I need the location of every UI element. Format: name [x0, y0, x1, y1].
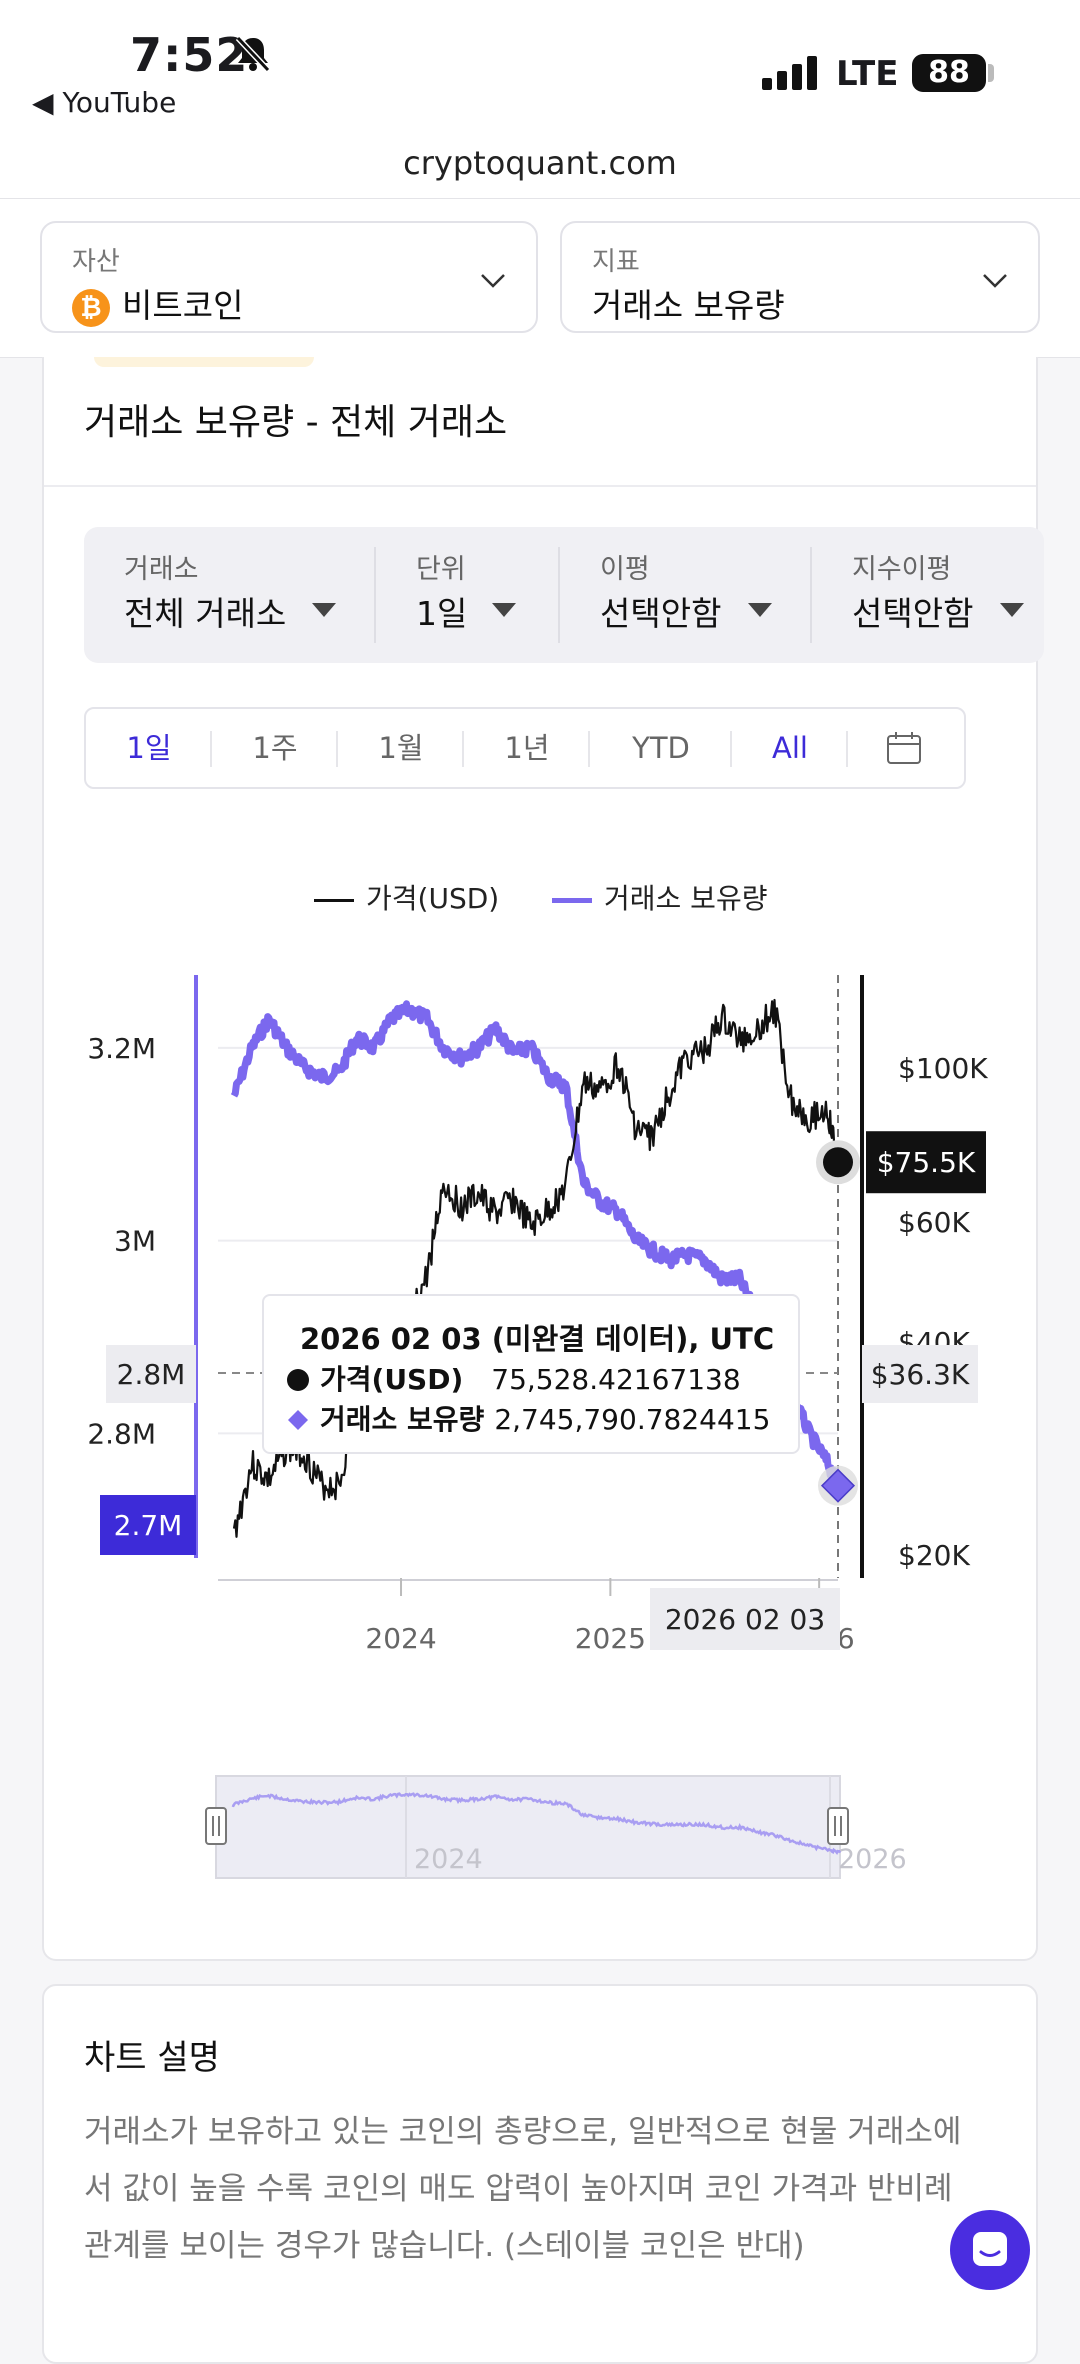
- divider: [44, 485, 1036, 487]
- legend-item-price[interactable]: 가격(USD): [314, 877, 499, 917]
- selector-bar: 자산 ₿ 비트코인 지표 거래소 보유량: [0, 199, 1080, 358]
- address-bar[interactable]: [0, 140, 1080, 199]
- filter-label: 단위: [416, 554, 466, 585]
- range-divider: [210, 731, 212, 767]
- filter-label: 이평: [600, 554, 650, 585]
- description-title: 차트 설명: [84, 2038, 220, 2078]
- metric-select-label: 지표: [592, 247, 640, 277]
- filter-divider: [558, 547, 560, 643]
- range-1d-button[interactable]: 1일: [126, 731, 172, 765]
- tooltip-row-reserve: 거래소 보유량 2,745,790.7824415: [286, 1398, 770, 1438]
- calendar-icon[interactable]: [886, 731, 922, 765]
- caret-down-icon: [312, 603, 336, 617]
- url-text[interactable]: cryptoquant.com: [403, 144, 677, 182]
- cellular-signal-icon: [762, 56, 817, 90]
- silent-bell-icon: [235, 35, 271, 73]
- range-divider: [588, 731, 590, 767]
- chart-tooltip: 2026 02 03 (미완결 데이터), UTC 가격(USD) 75,528.…: [262, 1294, 800, 1454]
- metric-select[interactable]: 지표 거래소 보유량: [560, 221, 1040, 333]
- filter-divider: [810, 547, 812, 643]
- back-triangle-icon: ◀︎: [32, 86, 63, 119]
- tooltip-row-price: 가격(USD) 75,528.42167138: [286, 1358, 741, 1398]
- metric-select-value: 거래소 보유량: [592, 286, 785, 325]
- status-bar: 7:52 ◀︎ YouTube LTE 88: [0, 0, 1080, 140]
- filter-value: 전체 거래소: [124, 594, 287, 633]
- filter-ma[interactable]: 이평 선택안함: [600, 527, 790, 663]
- purple-diamond-icon: [288, 1410, 308, 1430]
- range-divider: [462, 731, 464, 767]
- range-1w-button[interactable]: 1주: [252, 731, 298, 765]
- bitcoin-icon: ₿: [72, 288, 110, 327]
- description-card: 차트 설명 거래소가 보유하고 있는 코인의 총량으로, 일반적으로 현물 거래…: [42, 1984, 1038, 2364]
- asset-select[interactable]: 자산 ₿ 비트코인: [40, 221, 538, 333]
- chevron-down-icon: [983, 274, 1007, 288]
- chevron-down-icon: [481, 274, 505, 288]
- filter-label: 지수이평: [852, 554, 952, 585]
- filter-value: 1일: [416, 594, 468, 633]
- asset-select-value: ₿ 비트코인: [72, 279, 243, 327]
- description-text: 거래소가 보유하고 있는 코인의 총량으로, 일반적으로 현물 거래소에서 값이…: [84, 2114, 962, 2264]
- black-dot-icon: [287, 1369, 309, 1391]
- filter-unit[interactable]: 단위 1일: [416, 527, 536, 663]
- back-to-app-link[interactable]: ◀︎ YouTube: [32, 86, 177, 119]
- filter-value: 선택안함: [600, 594, 722, 633]
- asset-select-label: 자산: [72, 247, 120, 277]
- clock: 7:52: [130, 28, 249, 82]
- chat-icon: [973, 2232, 1007, 2266]
- filter-divider: [374, 547, 376, 643]
- battery-tip: [988, 64, 994, 82]
- legend-swatch: [314, 898, 354, 902]
- caret-down-icon: [1000, 603, 1024, 617]
- range-all-button[interactable]: All: [772, 731, 808, 765]
- tooltip-title: 2026 02 03 (미완결 데이터), UTC: [300, 1322, 775, 1356]
- range-1m-button[interactable]: 1월: [378, 731, 424, 765]
- battery-indicator: 88: [912, 54, 986, 92]
- range-selector: 1일 1주 1월 1년 YTD All: [84, 707, 966, 789]
- range-divider: [730, 731, 732, 767]
- chart-title: 거래소 보유량 - 전체 거래소: [84, 402, 508, 443]
- legend-swatch: [552, 897, 592, 903]
- chart-card: 거래소 보유량 - 전체 거래소 거래소 전체 거래소 단위 1일 이평 선택안…: [42, 357, 1044, 1961]
- range-divider: [846, 731, 848, 767]
- filter-value: 선택안함: [852, 594, 974, 633]
- filter-label: 거래소: [124, 554, 199, 585]
- chat-help-button[interactable]: [950, 2210, 1030, 2290]
- caret-down-icon: [748, 603, 772, 617]
- network-type: LTE: [836, 54, 899, 94]
- filter-exchange[interactable]: 거래소 전체 거래소: [124, 527, 336, 663]
- filter-ema[interactable]: 지수이평 선택안함: [852, 527, 1042, 663]
- badge-strip: [94, 357, 314, 367]
- caret-down-icon: [492, 603, 516, 617]
- legend-item-reserve[interactable]: 거래소 보유량: [552, 877, 767, 917]
- range-1y-button[interactable]: 1년: [504, 731, 550, 765]
- filter-bar: 거래소 전체 거래소 단위 1일 이평 선택안함 지수이평 선택안함: [84, 527, 1044, 663]
- range-ytd-button[interactable]: YTD: [632, 731, 690, 765]
- range-divider: [336, 731, 338, 767]
